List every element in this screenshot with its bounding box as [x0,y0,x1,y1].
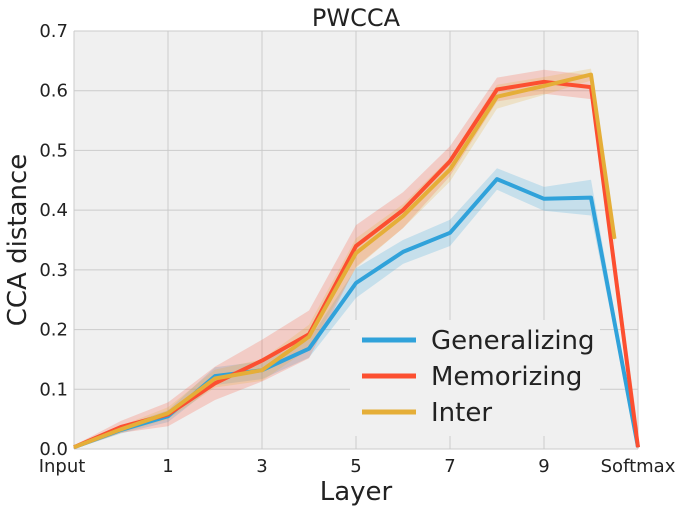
x-tick-label: 5 [350,456,361,477]
legend-label-generalizing: Generalizing [431,326,595,356]
x-tick-label: 1 [162,456,173,477]
data-point [261,360,263,362]
data-point [355,252,357,254]
data-point [73,446,75,448]
data-point [120,428,122,430]
x-tick-label: 7 [444,456,455,477]
legend-label-memorizing: Memorizing [431,362,582,392]
chart-title: PWCCA [312,4,401,32]
data-point [496,89,498,91]
data-point [449,169,451,171]
data-point [402,251,404,253]
data-point [167,412,169,414]
data-point [261,369,263,371]
x-tick-label: 9 [538,456,549,477]
data-point [449,232,451,234]
data-point [496,96,498,98]
band-memorizing [74,69,638,450]
legend-label-inter: Inter [431,398,492,428]
y-tick-label: 0.7 [39,21,68,42]
x-tick-labels: Input 1 3 5 7 9 Softmax [39,456,676,477]
series-lines [73,72,640,450]
y-tick-label: 0.1 [39,379,68,400]
legend: Generalizing Memorizing Inter [350,320,600,436]
x-tick-label: Softmax [601,456,676,477]
y-tick-label: 0.3 [39,260,68,281]
data-point [214,378,216,380]
data-point [543,198,545,200]
x-axis-title: Layer [320,477,393,507]
data-point [496,178,498,180]
data-point [543,81,545,83]
data-point [308,348,310,350]
points-inter [73,74,615,448]
data-point [355,245,357,247]
x-tick-label: 3 [256,456,267,477]
data-point [590,197,592,199]
y-tick-label: 0.0 [39,439,68,460]
y-tick-label: 0.6 [39,81,68,102]
data-point [308,336,310,338]
y-tick-label: 0.2 [39,320,68,341]
y-axis-title: CCA distance [3,154,33,327]
data-point [402,215,404,217]
data-point [637,446,639,448]
x-tick-label: Input [39,456,86,477]
data-point [214,382,216,384]
data-point [590,74,592,76]
y-tick-label: 0.5 [39,140,68,161]
data-point [614,238,615,240]
data-point [543,85,545,87]
data-point [214,375,216,377]
data-point [355,282,357,284]
y-tick-label: 0.4 [39,200,68,221]
data-point [402,209,404,211]
y-tick-labels: 0.0 0.1 0.2 0.3 0.4 0.5 0.6 0.7 [39,21,68,460]
data-point [449,160,451,162]
